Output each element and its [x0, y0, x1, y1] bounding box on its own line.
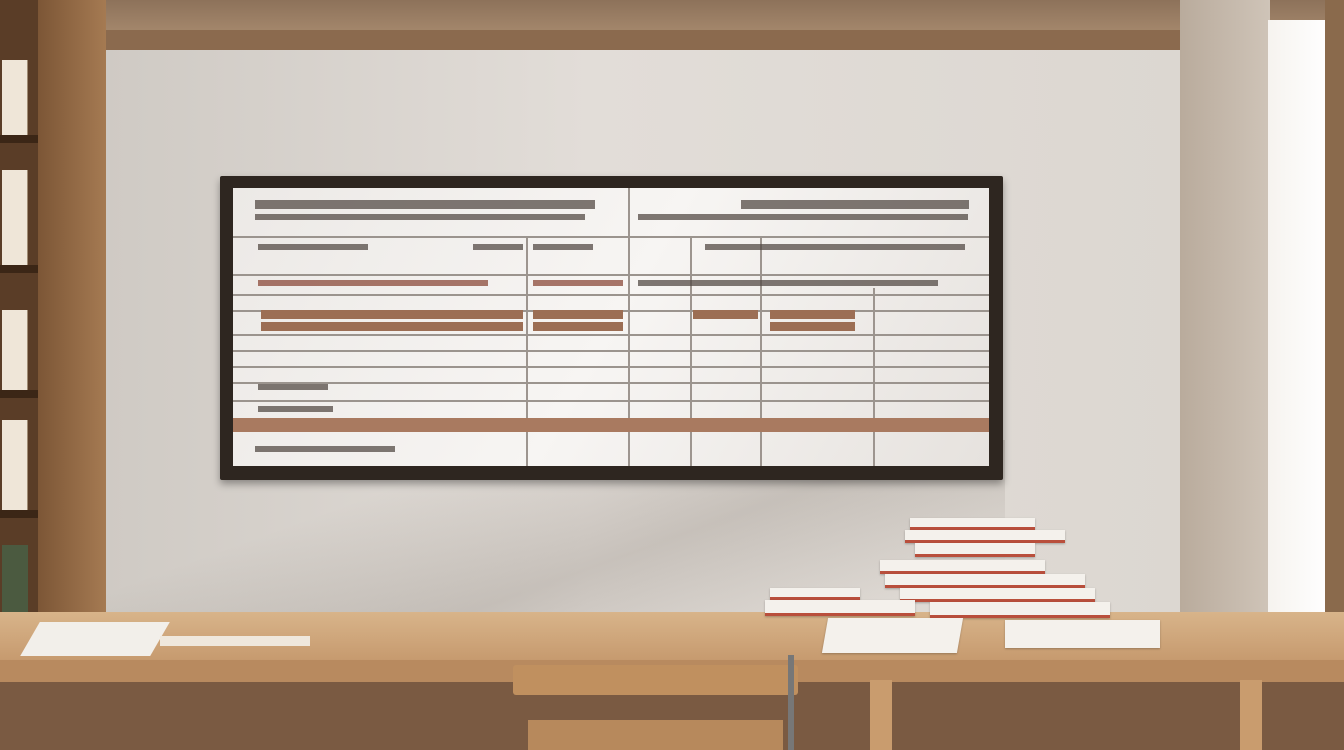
illegible-text	[705, 244, 965, 250]
chair-back	[513, 665, 798, 695]
desk-leg	[870, 680, 892, 750]
notebook	[821, 618, 964, 653]
highlight-bar	[261, 310, 523, 319]
book	[910, 518, 1035, 530]
window	[1268, 20, 1328, 640]
column-divider	[526, 238, 528, 466]
book	[900, 588, 1095, 602]
books	[2, 60, 28, 135]
shelf-board	[0, 390, 40, 398]
row-divider	[233, 294, 989, 296]
highlight-bar	[533, 310, 623, 319]
shelf-side-panel	[38, 0, 106, 640]
ceiling-trim	[95, 30, 1180, 50]
chair	[513, 655, 798, 750]
shelf-board	[0, 135, 40, 143]
illegible-heading	[255, 200, 595, 209]
row-divider	[233, 350, 989, 352]
row-divider	[233, 400, 989, 402]
desk-leg	[1240, 680, 1262, 750]
row-divider	[233, 274, 989, 276]
illegible-text	[255, 446, 395, 452]
book	[880, 560, 1045, 574]
book	[770, 588, 860, 600]
book	[905, 530, 1065, 543]
books	[2, 420, 28, 510]
highlight-bar	[533, 322, 623, 331]
row-divider	[233, 236, 989, 238]
illegible-text	[258, 384, 328, 390]
illegible-text	[258, 406, 333, 412]
shelf-board	[0, 510, 40, 518]
open-notebook	[20, 622, 170, 656]
illegible-subheading	[638, 214, 968, 220]
books	[2, 170, 28, 265]
chair-seat	[528, 720, 783, 750]
summary-row	[233, 418, 989, 432]
illegible-text	[533, 244, 593, 250]
shelf-board	[0, 265, 40, 273]
book	[930, 602, 1110, 618]
highlight-bar	[261, 322, 523, 331]
open-book	[765, 600, 915, 616]
framed-table-poster	[233, 188, 989, 466]
row-divider	[233, 382, 989, 384]
illegible-text	[258, 244, 368, 250]
column-divider	[873, 288, 875, 466]
highlight-bar	[770, 310, 855, 319]
highlight-bar	[693, 310, 758, 319]
bookshelf	[0, 0, 40, 640]
books	[2, 310, 28, 390]
paper	[160, 636, 310, 646]
row-divider	[233, 334, 989, 336]
window-frame	[1325, 0, 1344, 660]
notebook	[1005, 620, 1160, 648]
illegible-text	[533, 280, 623, 286]
column-divider	[628, 188, 630, 466]
book	[915, 543, 1035, 557]
illegible-text	[258, 280, 488, 286]
side-wall	[1180, 0, 1270, 640]
column-divider	[760, 238, 762, 466]
chair-frame	[788, 655, 794, 750]
illegible-text	[473, 244, 523, 250]
illegible-text	[638, 280, 938, 286]
book	[885, 574, 1085, 588]
illegible-subheading	[255, 214, 585, 220]
row-divider	[233, 366, 989, 368]
highlight-bar	[770, 322, 855, 331]
column-divider	[690, 238, 692, 466]
illegible-heading	[741, 200, 969, 209]
